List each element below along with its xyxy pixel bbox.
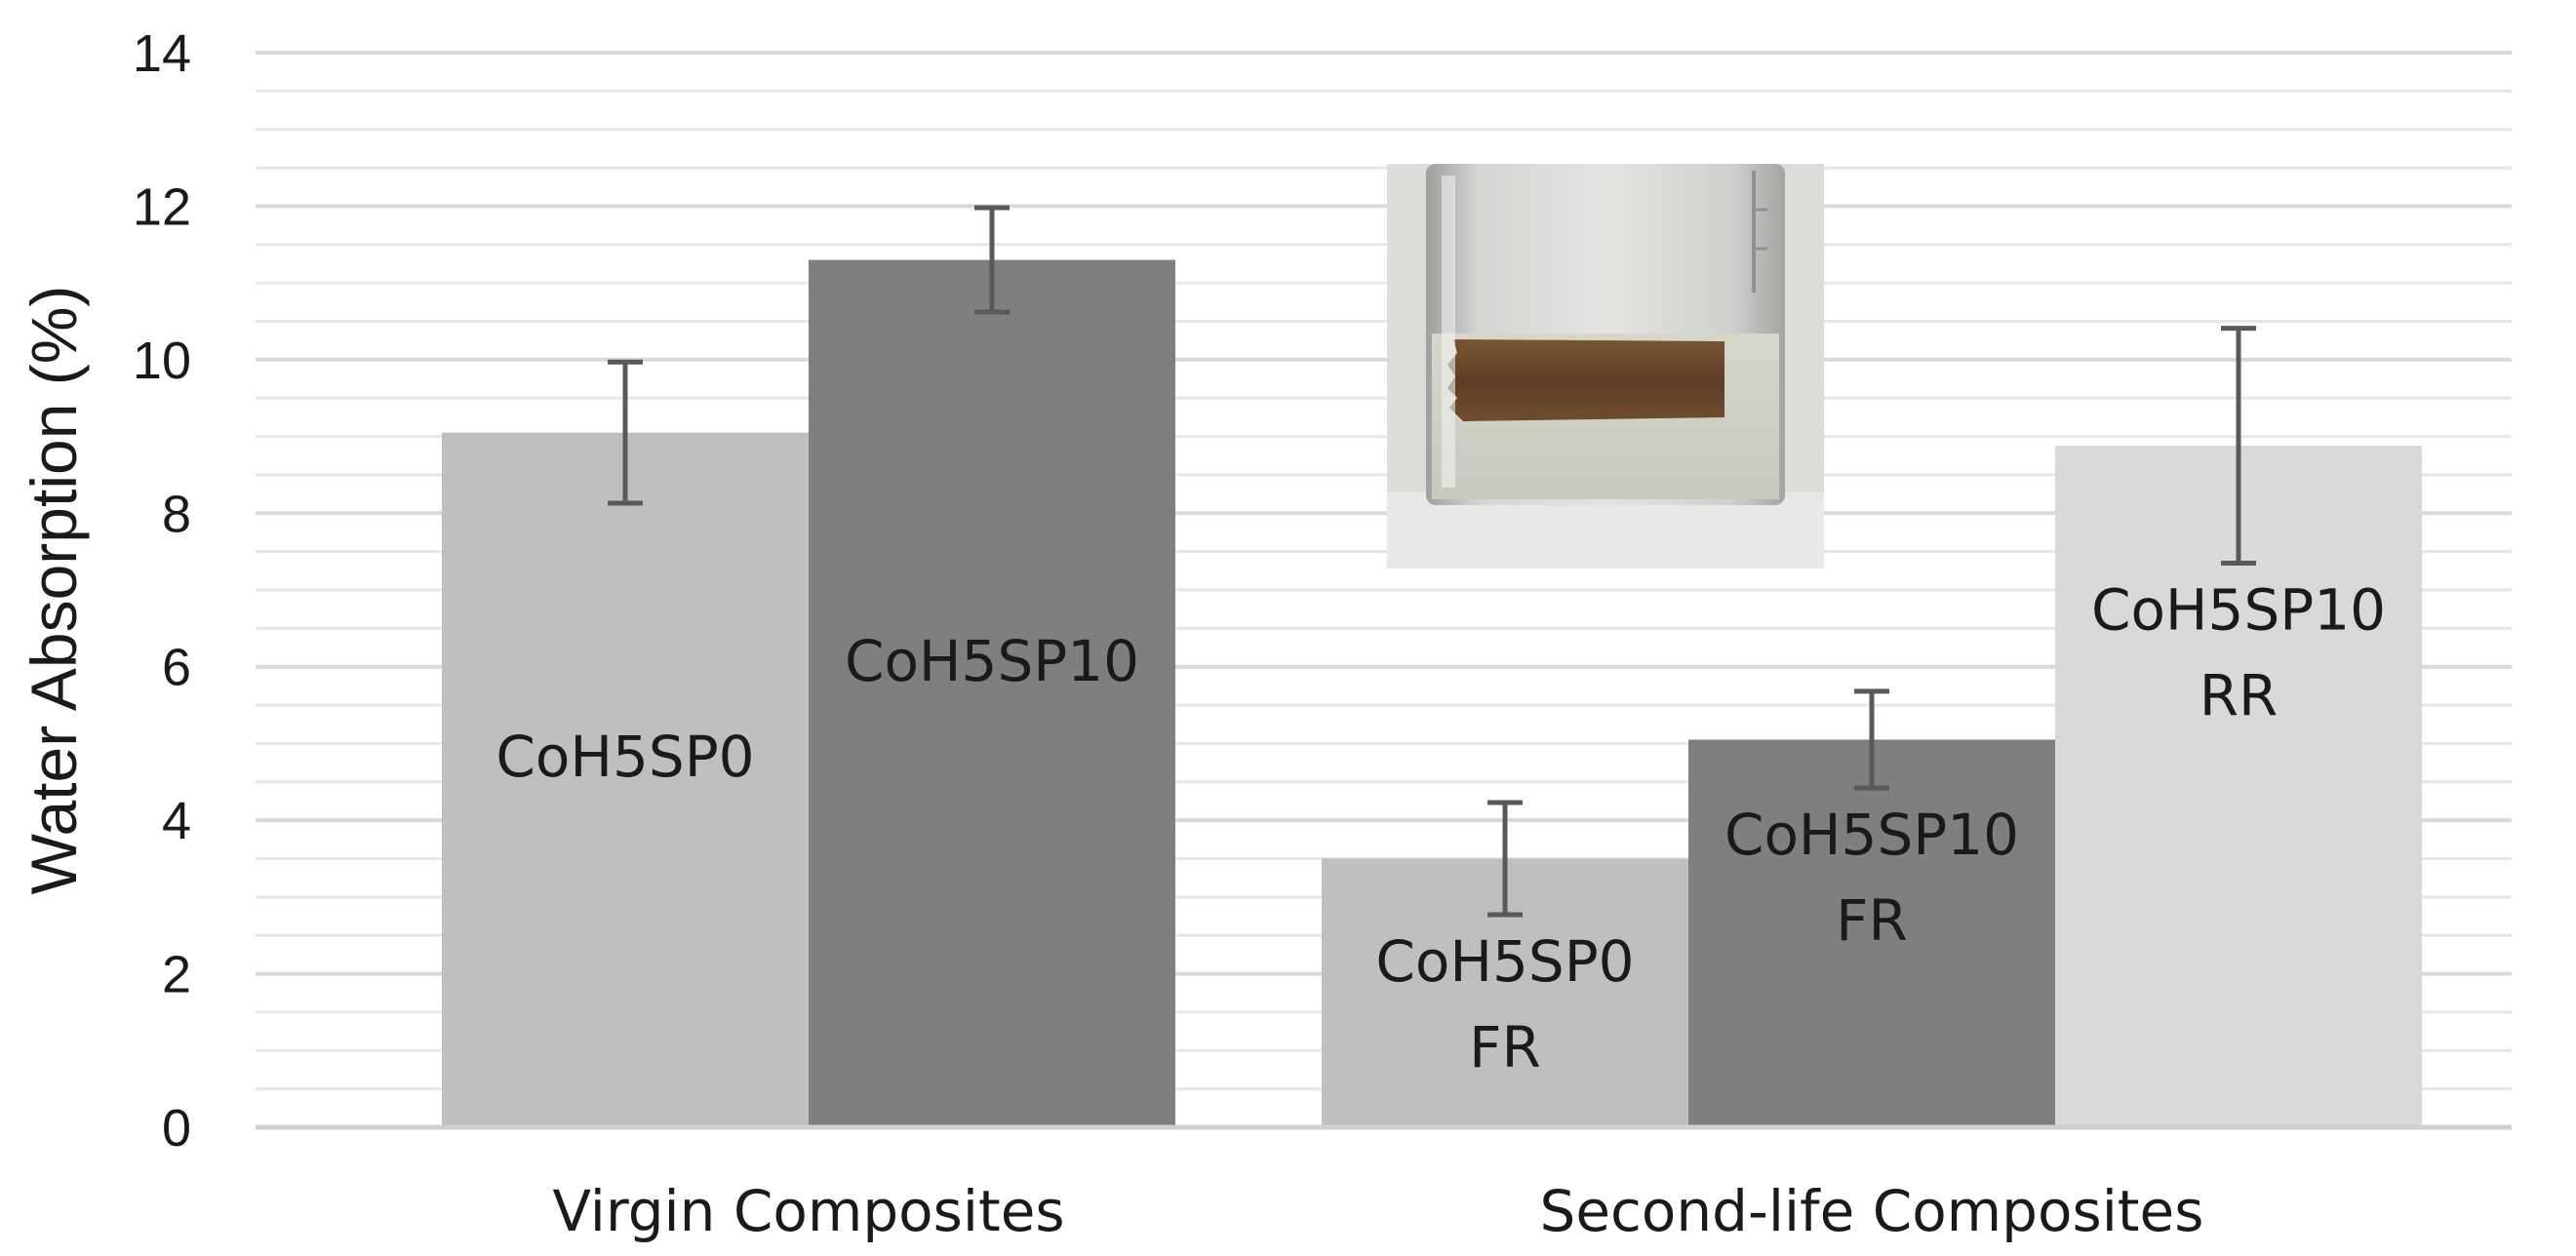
bar-data-label: CoH5SP10 xyxy=(1724,802,2019,868)
bar-data-label: CoH5SP10 xyxy=(845,628,1139,694)
y-tick-label: 8 xyxy=(162,485,191,543)
bar-data-label: FR xyxy=(1836,887,1908,954)
y-tick-label: 2 xyxy=(162,946,191,1004)
bar xyxy=(1688,739,2055,1127)
bar-data-label: FR xyxy=(1469,1014,1541,1080)
y-tick-label: 14 xyxy=(133,24,191,83)
category-label: Second-life Composites xyxy=(1540,1178,2204,1244)
composite-sample xyxy=(1447,339,1724,421)
y-tick-label: 4 xyxy=(162,792,191,850)
beaker-with-composite-sample-photo xyxy=(1387,164,1824,569)
axis-layer: 0 2 4 6 8 10 12 14 Water Absorption (%) Virgin Co… xyxy=(18,24,2512,1244)
y-tick-label: 12 xyxy=(133,177,191,236)
y-tick-label: 10 xyxy=(133,332,191,390)
category-label: Virgin Composites xyxy=(552,1178,1064,1244)
bar xyxy=(442,432,809,1127)
bar xyxy=(809,259,1175,1127)
error-bars-layer xyxy=(608,205,2256,918)
bar-data-label: CoH5SP0 xyxy=(495,724,754,790)
labels-layer: CoH5SP0 CoH5SP10 CoH5SP0 FR CoH5SP10 FR CoH5SP… xyxy=(495,576,2386,1080)
y-tick-label: 6 xyxy=(162,639,191,697)
glass-highlight xyxy=(1442,176,1455,488)
y-axis-label: Water Absorption (%) xyxy=(18,286,90,895)
bar-data-label: CoH5SP0 xyxy=(1375,928,1634,995)
y-tick-label: 0 xyxy=(162,1099,191,1158)
bar-data-label: RR xyxy=(2200,662,2279,728)
bar-data-label: CoH5SP10 xyxy=(2091,576,2386,643)
